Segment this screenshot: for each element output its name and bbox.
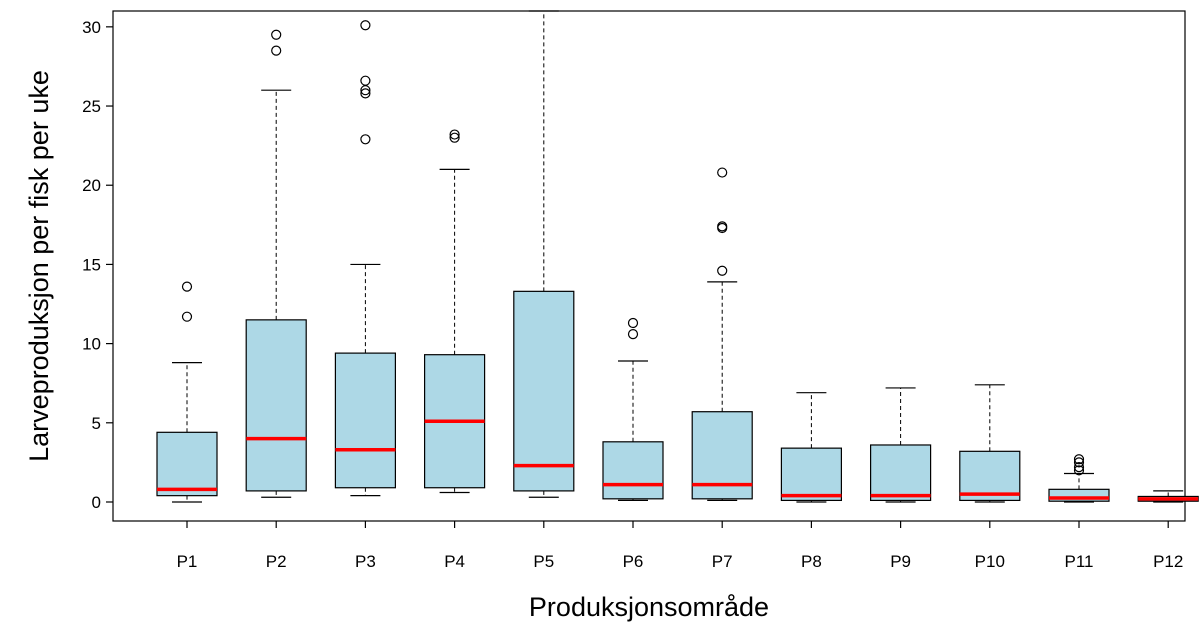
iqr-box — [513, 290, 575, 492]
outlier-point — [1073, 454, 1085, 465]
box-p7 — [691, 167, 753, 502]
x-axis-title: Produksjonsområde — [529, 592, 769, 622]
y-tick-label: 0 — [92, 493, 101, 512]
x-tick-label-p2: P2 — [266, 552, 287, 571]
box-p3 — [334, 20, 396, 497]
box-p5 — [513, 10, 575, 498]
iqr-box — [245, 319, 307, 492]
x-tick-label-p1: P1 — [177, 552, 198, 571]
x-tick-label-p5: P5 — [533, 552, 554, 571]
x-tick-label-p7: P7 — [712, 552, 733, 571]
x-tick-label-p4: P4 — [444, 552, 465, 571]
outlier-point — [360, 75, 371, 86]
outlier-point — [1073, 462, 1085, 473]
outlier-point — [181, 311, 193, 322]
x-tick-label-p11: P11 — [1065, 552, 1094, 571]
box-p11 — [1048, 454, 1110, 503]
outlier-point — [627, 317, 639, 329]
outlier-point — [1073, 465, 1085, 476]
x-tick-label-p12: P12 — [1153, 552, 1183, 571]
outlier-point — [717, 221, 728, 232]
outlier-point — [449, 132, 460, 143]
iqr-box — [869, 444, 932, 502]
iqr-box — [959, 450, 1021, 502]
y-axis-title: Larveproduksjon per fisk per uke — [24, 70, 54, 462]
x-tick-label-p3: P3 — [355, 552, 376, 571]
plot-frame — [112, 10, 1186, 522]
outlier-point — [1073, 457, 1085, 468]
y-tick-label: 5 — [92, 414, 101, 433]
outlier-point — [360, 20, 371, 31]
box-p9 — [869, 387, 932, 503]
box-p10 — [959, 384, 1021, 503]
box-p8 — [780, 392, 843, 503]
outlier-point — [360, 134, 371, 145]
y-tick-label: 20 — [82, 176, 101, 195]
box-p1 — [156, 281, 218, 503]
iqr-box — [156, 431, 218, 497]
x-tick-label-p6: P6 — [623, 552, 644, 571]
iqr-box — [1048, 488, 1110, 502]
box-p2 — [245, 29, 307, 498]
plot-area: 051015202530P1P2P3P4P5P6P7P8P9P10P11P12P… — [82, 10, 1199, 571]
iqr-box — [602, 441, 664, 500]
outlier-point — [717, 167, 728, 178]
outlier-point — [627, 329, 639, 340]
box-p12 — [1137, 490, 1199, 503]
outlier-point — [449, 129, 460, 140]
y-tick-label: 15 — [82, 255, 101, 274]
outlier-point — [360, 88, 371, 99]
iqr-box — [334, 352, 396, 489]
outlier-point — [271, 45, 282, 56]
y-tick-label: 10 — [82, 335, 101, 354]
box-p4 — [424, 129, 486, 494]
x-tick-label-p9: P9 — [890, 552, 911, 571]
x-tick-label-p8: P8 — [801, 552, 822, 571]
outlier-point — [181, 281, 193, 292]
y-tick-label: 25 — [82, 97, 101, 116]
outlier-point — [717, 265, 728, 276]
y-tick-label: 30 — [82, 18, 101, 37]
iqr-box — [780, 447, 843, 502]
x-tick-label-p10: P10 — [975, 552, 1005, 571]
box-p6 — [602, 317, 664, 502]
outlier-point — [271, 29, 282, 40]
